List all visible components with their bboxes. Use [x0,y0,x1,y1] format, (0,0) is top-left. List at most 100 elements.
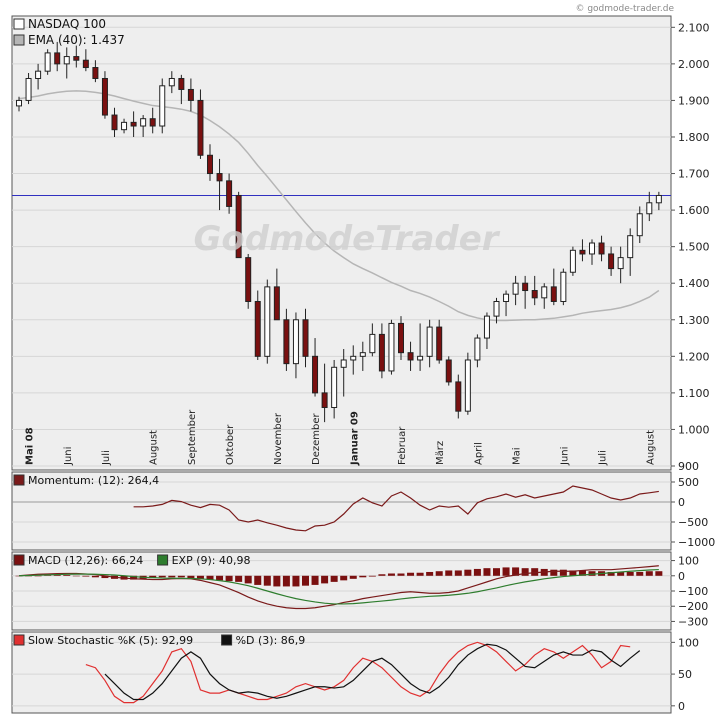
candle-body [254,300,261,357]
candle-body [560,271,567,302]
x-tick-label: September [187,409,198,465]
candle-body [340,359,347,368]
candle-body [474,337,481,361]
macd-histogram-bar [407,572,415,576]
candle-body [350,355,357,361]
y-tick-label: 1.100 [678,387,710,400]
y-tick-label: 100 [678,555,699,568]
candle-body [283,319,290,365]
candle-body [541,286,548,299]
y-tick-label: −300 [678,615,708,628]
y-tick-label: −200 [678,600,708,613]
momentum-line [133,485,659,532]
macd-histogram-bar [483,568,491,576]
candle-body [455,381,462,412]
y-tick-label: 1.400 [678,277,710,290]
macd-histogram-bar [273,575,281,587]
candle-body [493,300,500,317]
legend-swatch [13,634,25,646]
macd-histogram-bar [588,571,596,576]
y-tick-label: 2.000 [678,58,710,71]
macd-histogram-bar [53,575,61,576]
candle-body [130,121,137,127]
x-tick-label: Juli [598,450,609,466]
x-tick-label: Mai [512,447,523,465]
candle-body [16,99,22,107]
candle-body [159,85,166,127]
macd-histogram-bar [512,567,520,576]
macd-histogram-bar [168,575,176,578]
macd-histogram-bar [254,575,262,585]
x-tick-label: Oktober [225,424,236,465]
macd-histogram-bar [187,575,195,579]
candle-body [149,118,156,127]
candle-body [121,121,128,131]
candle-body [92,67,99,79]
macd-histogram-bar [292,575,300,587]
y-tick-label: 1.700 [678,168,710,181]
y-tick-label: 2.100 [678,21,710,34]
candle-body [226,180,233,207]
panel-frame [11,15,672,471]
x-tick-label: November [273,412,284,465]
macd-histogram-bar [340,575,348,581]
candle-body [436,326,443,361]
candle-body [398,322,404,354]
macd-histogram-bar [311,575,319,585]
candle-body [617,257,624,270]
watermark: © godmode-trader.de [575,4,674,14]
macd-histogram-bar [559,569,567,576]
ema-line [18,90,660,322]
macd-histogram-bar [426,571,434,576]
macd-histogram-bar [101,575,109,579]
y-tick-label: 1.800 [678,131,710,144]
legend-swatch [157,554,169,566]
candle-body [655,194,662,204]
macd-histogram-bar [416,572,424,576]
x-tick-label: Dezember [311,413,322,465]
candle-body [569,249,576,273]
macd-histogram-bar [521,568,529,576]
candle-body [168,77,175,87]
macd-histogram-bar [626,571,634,576]
macd-histogram-bar [225,575,233,582]
candle-body [483,315,490,339]
macd-histogram-bar [378,574,386,576]
macd-histogram-bar [63,575,71,576]
macd-histogram-bar [387,573,395,576]
macd-histogram-bar [473,568,481,576]
macd-histogram-bar [645,571,653,576]
macd-histogram-bar [569,570,577,576]
legend-swatch [13,554,25,566]
y-tick-label: 100 [678,636,699,649]
legend-label: %D (3): 86,9 [236,634,306,647]
macd-histogram-bar [445,570,453,576]
candle-body [636,213,643,237]
x-tick-label: Juni [63,447,74,466]
macd-histogram-bar [607,571,615,576]
macd-histogram-bar [655,571,663,576]
y-tick-label: 0 [678,496,685,509]
candle-body [73,56,80,61]
candle-body [331,366,338,409]
candle-body [63,56,70,65]
macd-histogram-bar [435,571,443,576]
y-tick-label: 1.900 [678,94,710,107]
candle-body [531,290,538,299]
candle-body [302,319,309,357]
macd-histogram-bar [321,575,329,584]
y-tick-label: 500 [678,476,699,489]
candle-body [25,77,32,101]
panel-2: 100 0 −100 −200 −300 MACD (12,26): 66,24 EXP (… [11,551,708,631]
x-tick-label: April [473,442,484,465]
candle-body [598,242,605,255]
legend-label: NASDAQ 100 [28,17,106,31]
candle-body [359,352,366,357]
candle-body [111,114,118,131]
legend-label: EMA (40): 1.437 [28,33,125,47]
candle-body [522,282,529,292]
candle-body [235,194,242,259]
candle-body [245,257,252,302]
x-tick-label: Mai 08 [25,427,36,465]
logo-watermark: GodmodeTrader [193,219,500,259]
